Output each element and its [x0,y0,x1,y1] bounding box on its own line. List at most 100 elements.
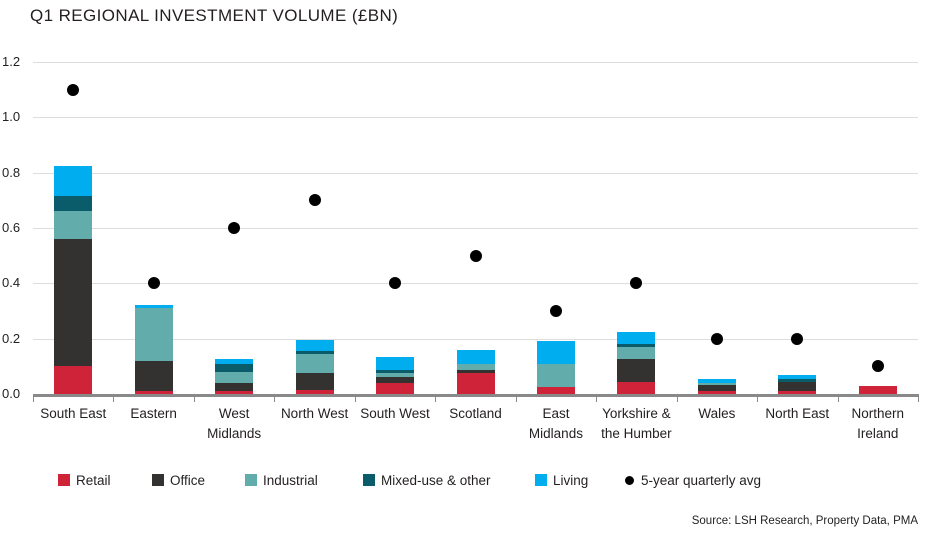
bar-segment-mixed-use-other [376,370,415,374]
bar-segment-retail [456,373,495,394]
x-axis-tick [354,394,356,402]
avg-dot [710,332,723,345]
bar-segment-industrial [536,363,575,388]
bar-segment-industrial [295,353,334,374]
x-tick-label: North East [765,406,830,421]
bar-segment-retail [697,390,736,394]
legend-label-industrial: Industrial [263,472,318,488]
bar-segment-living [215,359,254,364]
bar-segment-living [778,374,817,379]
x-tick-label: Northern Ireland [851,406,905,441]
avg-dot [147,277,160,290]
x-axis-tick [757,394,759,402]
bar-segment-retail [778,390,817,394]
bar-segment-industrial [54,211,93,240]
bar-segment-retail [617,381,656,394]
bar-segment-mixed-use-other [54,196,93,212]
bar-segment-living [376,356,415,371]
avg-dot [791,332,804,345]
bar-segment-industrial [376,373,415,378]
legend: Retail Office Industrial Mixed-use & oth… [0,471,928,491]
gridline [33,338,918,340]
x-axis-tick [918,394,919,402]
retail-swatch-icon [58,474,70,486]
bar-segment-office [295,373,334,390]
bar-segment-industrial [617,346,656,360]
bar-segment-office [54,239,93,367]
x-axis-line [33,394,918,397]
x-axis-tick [33,394,34,402]
legend-label-mixed-use: Mixed-use & other [381,472,491,488]
x-axis-tick [274,394,276,402]
bar-segment-retail [295,389,334,394]
x-axis-tick [837,394,839,402]
y-tick-label: 0.8 [2,164,21,180]
office-swatch-icon [152,474,164,486]
mixed-use-swatch-icon [363,474,375,486]
avg-dot [308,194,321,207]
x-tick-label: Wales [698,406,736,421]
bar-segment-office [697,385,736,391]
bar-segment-mixed-use-other [215,363,254,372]
y-tick-label: 0.2 [2,330,21,346]
legend-item-living: Living [535,471,588,489]
bar-segment-retail [54,366,93,394]
chart-title: Q1 REGIONAL INVESTMENT VOLUME (£BN) [30,6,399,25]
bar-segment-living [54,165,93,197]
x-axis-tick [113,394,115,402]
bar-segment-office [617,359,656,382]
avg-dot [871,360,884,373]
bar-segment-retail [858,386,897,394]
living-swatch-icon [535,474,547,486]
bar-segment-retail [536,387,575,394]
x-axis-tick [435,394,437,402]
avg-dot-icon [625,475,634,485]
avg-dot [389,277,402,290]
x-tick-label: Yorkshire & the Humber [601,406,672,441]
bar-segment-living [697,378,736,383]
x-tick-label: West Midlands [207,406,262,441]
x-axis-tick [515,394,517,402]
bar-segment-mixed-use-other [778,378,817,382]
gridline [33,62,918,63]
bar-segment-living [134,304,173,309]
bar-segment-industrial [134,308,173,361]
y-tick-label: 0.0 [2,386,21,401]
avg-dot [228,222,241,234]
y-tick-label: 0.4 [2,275,21,291]
x-tick-label: East Midlands [528,406,583,441]
bar-segment-office [376,377,415,383]
x-tick-label: South East [40,406,107,421]
legend-label-5yr-avg: 5-year quarterly avg [641,472,762,488]
legend-label-retail: Retail [76,472,111,488]
avg-dot [469,249,482,262]
bar-segment-office [134,360,173,392]
legend-item-5yr-avg: 5-year quarterly avg [625,471,761,489]
bar-segment-living [536,341,575,364]
y-tick-label: 1.0 [2,109,21,125]
bar-segment-retail [376,382,415,394]
bar-segment-mixed-use-other [295,351,334,354]
y-tick-label: 0.6 [2,220,21,235]
x-tick-label: Scotland [449,406,502,421]
bar-segment-living [456,350,495,364]
legend-label-living: Living [553,472,589,488]
legend-item-office: Office [152,471,205,489]
x-tick-label: Eastern [130,406,177,421]
avg-dot [549,305,562,317]
legend-label-office: Office [170,472,206,488]
source-note: Source: LSH Research, Property Data, PMA [691,515,918,527]
legend-item-retail: Retail [58,471,111,489]
bar-segment-industrial [697,382,736,386]
gridline [33,172,918,174]
x-axis-tick [676,394,678,402]
bar-segment-industrial [456,363,495,370]
legend-item-industrial: Industrial [245,471,318,489]
bar-segment-office [456,369,495,374]
bar-segment-retail [134,391,173,394]
bar-segment-office [778,381,817,391]
bar-segment-retail [215,391,254,394]
bar-segment-office [215,382,254,392]
